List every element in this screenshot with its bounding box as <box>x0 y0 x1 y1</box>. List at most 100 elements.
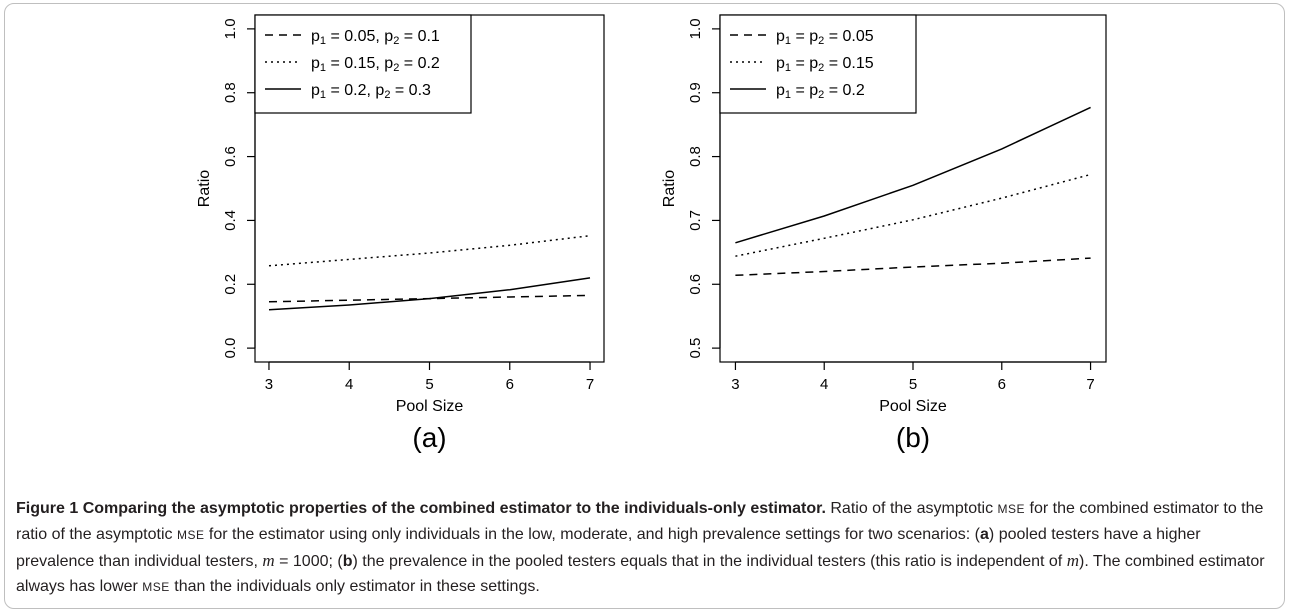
legend-subscript: 1 <box>785 35 791 47</box>
legend: p1 = 0.05, p2 = 0.1p1 = 0.15, p2 = 0.2p1… <box>254 14 472 114</box>
legend-text: p <box>809 55 818 72</box>
legend-text: = 0.2, <box>326 82 375 99</box>
chart-panel-a: 3 4 5 6 7 Pool Size (a) 0.0 0.2 0.4 0.6 0.8 1.0 Ratio… <box>196 14 605 453</box>
x-tick-label: 4 <box>820 376 828 393</box>
caption-mse: MSE <box>997 502 1026 516</box>
legend-box <box>254 14 472 114</box>
x-tick-label: 6 <box>506 376 514 393</box>
legend-subscript: 1 <box>785 89 791 101</box>
y-tick-label: 1.0 <box>687 18 704 39</box>
x-tick-label: 7 <box>1086 376 1094 393</box>
legend-text: p <box>375 82 384 99</box>
caption-math-m: m <box>1066 551 1079 570</box>
legend-entry: p1 = p2 = 0.05 <box>776 28 874 47</box>
y-tick-label: 0.8 <box>687 146 704 167</box>
caption-math-m: m <box>262 551 275 570</box>
legend-text: = 0.15, <box>326 55 384 72</box>
legend-text: = 0.3 <box>390 82 431 99</box>
y-axis-label: Ratio <box>661 170 678 207</box>
legend-entry: p1 = p2 = 0.15 <box>776 55 874 74</box>
caption-figure-label: Figure 1 <box>16 500 79 517</box>
legend-text: p <box>776 55 785 72</box>
legend-text: = 0.05 <box>824 28 873 45</box>
legend-text: = 0.15 <box>824 55 873 72</box>
y-tick-label: 0.2 <box>222 274 239 295</box>
legend-text: p <box>311 55 320 72</box>
legend-subscript: 1 <box>320 89 326 101</box>
chart-panel-b: 3 4 5 6 7 Pool Size (b) 0.5 0.6 0.7 0.8 0.9 1.0 Ratio… <box>661 14 1107 453</box>
legend-text: p <box>809 28 818 45</box>
legend-text: p <box>384 55 393 72</box>
legend-subscript: 1 <box>320 35 326 47</box>
legend-subscript: 2 <box>818 35 824 47</box>
legend-text: p <box>311 82 320 99</box>
series-line-dotted <box>735 173 1091 257</box>
y-tick-label: 1.0 <box>222 18 239 39</box>
legend-subscript: 2 <box>818 89 824 101</box>
x-tick-label: 6 <box>998 376 1006 393</box>
legend-text: = 0.1 <box>399 28 440 45</box>
y-tick-label: 0.0 <box>222 338 239 359</box>
legend-subscript: 2 <box>393 62 399 74</box>
x-axis-label: Pool Size <box>396 398 464 415</box>
caption-text: for the estimator using only individuals… <box>204 526 981 543</box>
legend-text: = 0.2 <box>824 82 865 99</box>
y-tick-label: 0.8 <box>222 82 239 103</box>
legend-text: p <box>809 82 818 99</box>
x-axis-label: Pool Size <box>879 398 947 415</box>
x-tick-label: 3 <box>731 376 739 393</box>
legend-text: = 0.05, <box>326 28 384 45</box>
caption-mse: MSE <box>176 528 205 542</box>
caption-panel-ref: b <box>342 553 353 570</box>
x-tick-label: 3 <box>265 376 273 393</box>
legend-text: = <box>791 28 809 45</box>
y-tick-label: 0.6 <box>222 146 239 167</box>
legend-text: = 0.2 <box>399 55 440 72</box>
legend-subscript: 2 <box>818 62 824 74</box>
caption-text: than the individuals only estimator in t… <box>169 578 540 595</box>
x-tick-label: 7 <box>586 376 594 393</box>
legend-text: p <box>776 28 785 45</box>
caption-text: for the combined estimator to the ratio … <box>16 500 1264 543</box>
legend-entry: p1 = 0.2, p2 = 0.3 <box>311 82 431 101</box>
y-tick-label: 0.9 <box>687 82 704 103</box>
legend-box <box>719 14 917 114</box>
x-tick-label: 4 <box>345 376 353 393</box>
caption-text: Ratio of the asymptotic <box>830 500 998 517</box>
series-line-solid <box>268 277 591 311</box>
legend-text: p <box>311 28 320 45</box>
legend-subscript: 2 <box>384 89 390 101</box>
legend-entry: p1 = p2 = 0.2 <box>776 82 865 101</box>
caption-panel-ref: a <box>980 526 989 543</box>
caption-text: ) the prevalence in the pooled testers e… <box>352 553 1067 570</box>
panel-label: (a) <box>412 422 446 453</box>
legend-subscript: 1 <box>785 62 791 74</box>
caption-mse: MSE <box>142 580 170 594</box>
legend-text: p <box>384 28 393 45</box>
figure-caption: Figure 1 Comparing the asymptotic proper… <box>16 496 1278 600</box>
y-tick-label: 0.5 <box>687 338 704 359</box>
x-tick-label: 5 <box>425 376 433 393</box>
figure-plots: 3 4 5 6 7 Pool Size (a) 0.0 0.2 0.4 0.6 0.8 1.0 Ratio… <box>196 14 1107 453</box>
y-axis-label: Ratio <box>196 170 213 207</box>
figure-frame <box>4 3 1285 609</box>
caption-text: ). The combined estimator always has low… <box>16 553 1265 595</box>
series-line-dashed <box>735 257 1091 277</box>
caption-text: ) pooled testers have a higher prevalenc… <box>16 526 1201 570</box>
legend-entry: p1 = 0.05, p2 = 0.1 <box>311 28 440 47</box>
series-line-solid <box>735 106 1091 244</box>
x-tick-label: 5 <box>909 376 917 393</box>
caption-text: = 1000; ( <box>274 553 343 570</box>
y-tick-label: 0.7 <box>687 210 704 231</box>
legend-entry: p1 = 0.15, p2 = 0.2 <box>311 55 440 74</box>
series-line-dotted <box>268 234 591 267</box>
caption-title: Comparing the asymptotic properties of t… <box>82 500 826 517</box>
legend-text: = <box>791 82 809 99</box>
legend-text: p <box>776 82 785 99</box>
legend-subscript: 1 <box>320 62 326 74</box>
y-tick-label: 0.6 <box>687 274 704 295</box>
y-tick-label: 0.4 <box>222 210 239 231</box>
legend-subscript: 2 <box>393 35 399 47</box>
legend-text: = <box>791 55 809 72</box>
